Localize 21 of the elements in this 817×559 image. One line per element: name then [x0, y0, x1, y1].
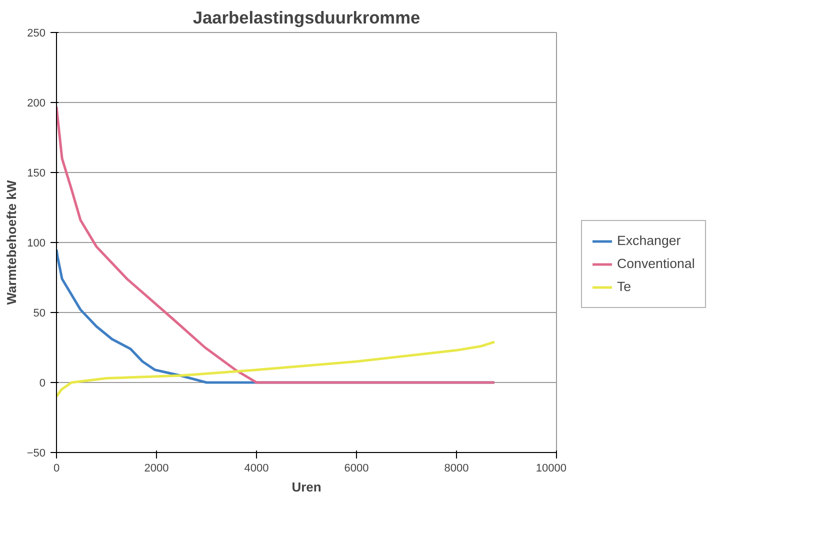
y-tick-label: 250 [27, 28, 46, 40]
line-series [56, 105, 496, 384]
x-tick-label: 4000 [244, 462, 269, 474]
y-tick-label: 100 [27, 238, 46, 250]
line-series [56, 340, 496, 398]
y-tick-label: 0 [39, 378, 46, 390]
y-axis-title: Warmtebehoefte kW [4, 180, 19, 305]
x-tick-label: 8000 [444, 462, 469, 474]
x-tick-label: 2000 [144, 462, 169, 474]
legend-label: Te [617, 279, 632, 294]
x-tick-label: 0 [53, 462, 60, 474]
y-tick-label: −50 [26, 448, 46, 460]
chart-title: Jaarbelastingsduurkromme [192, 8, 420, 28]
x-tick-label: 10000 [536, 462, 567, 474]
y-tick-label: 150 [27, 168, 46, 180]
legend-label: Exchanger [617, 233, 681, 248]
y-tick-label: 200 [27, 98, 46, 110]
legend-label: Conventional [617, 256, 695, 271]
y-tick-label: 50 [33, 308, 46, 320]
x-axis-title: Uren [292, 480, 322, 494]
x-tick-label: 6000 [344, 462, 369, 474]
